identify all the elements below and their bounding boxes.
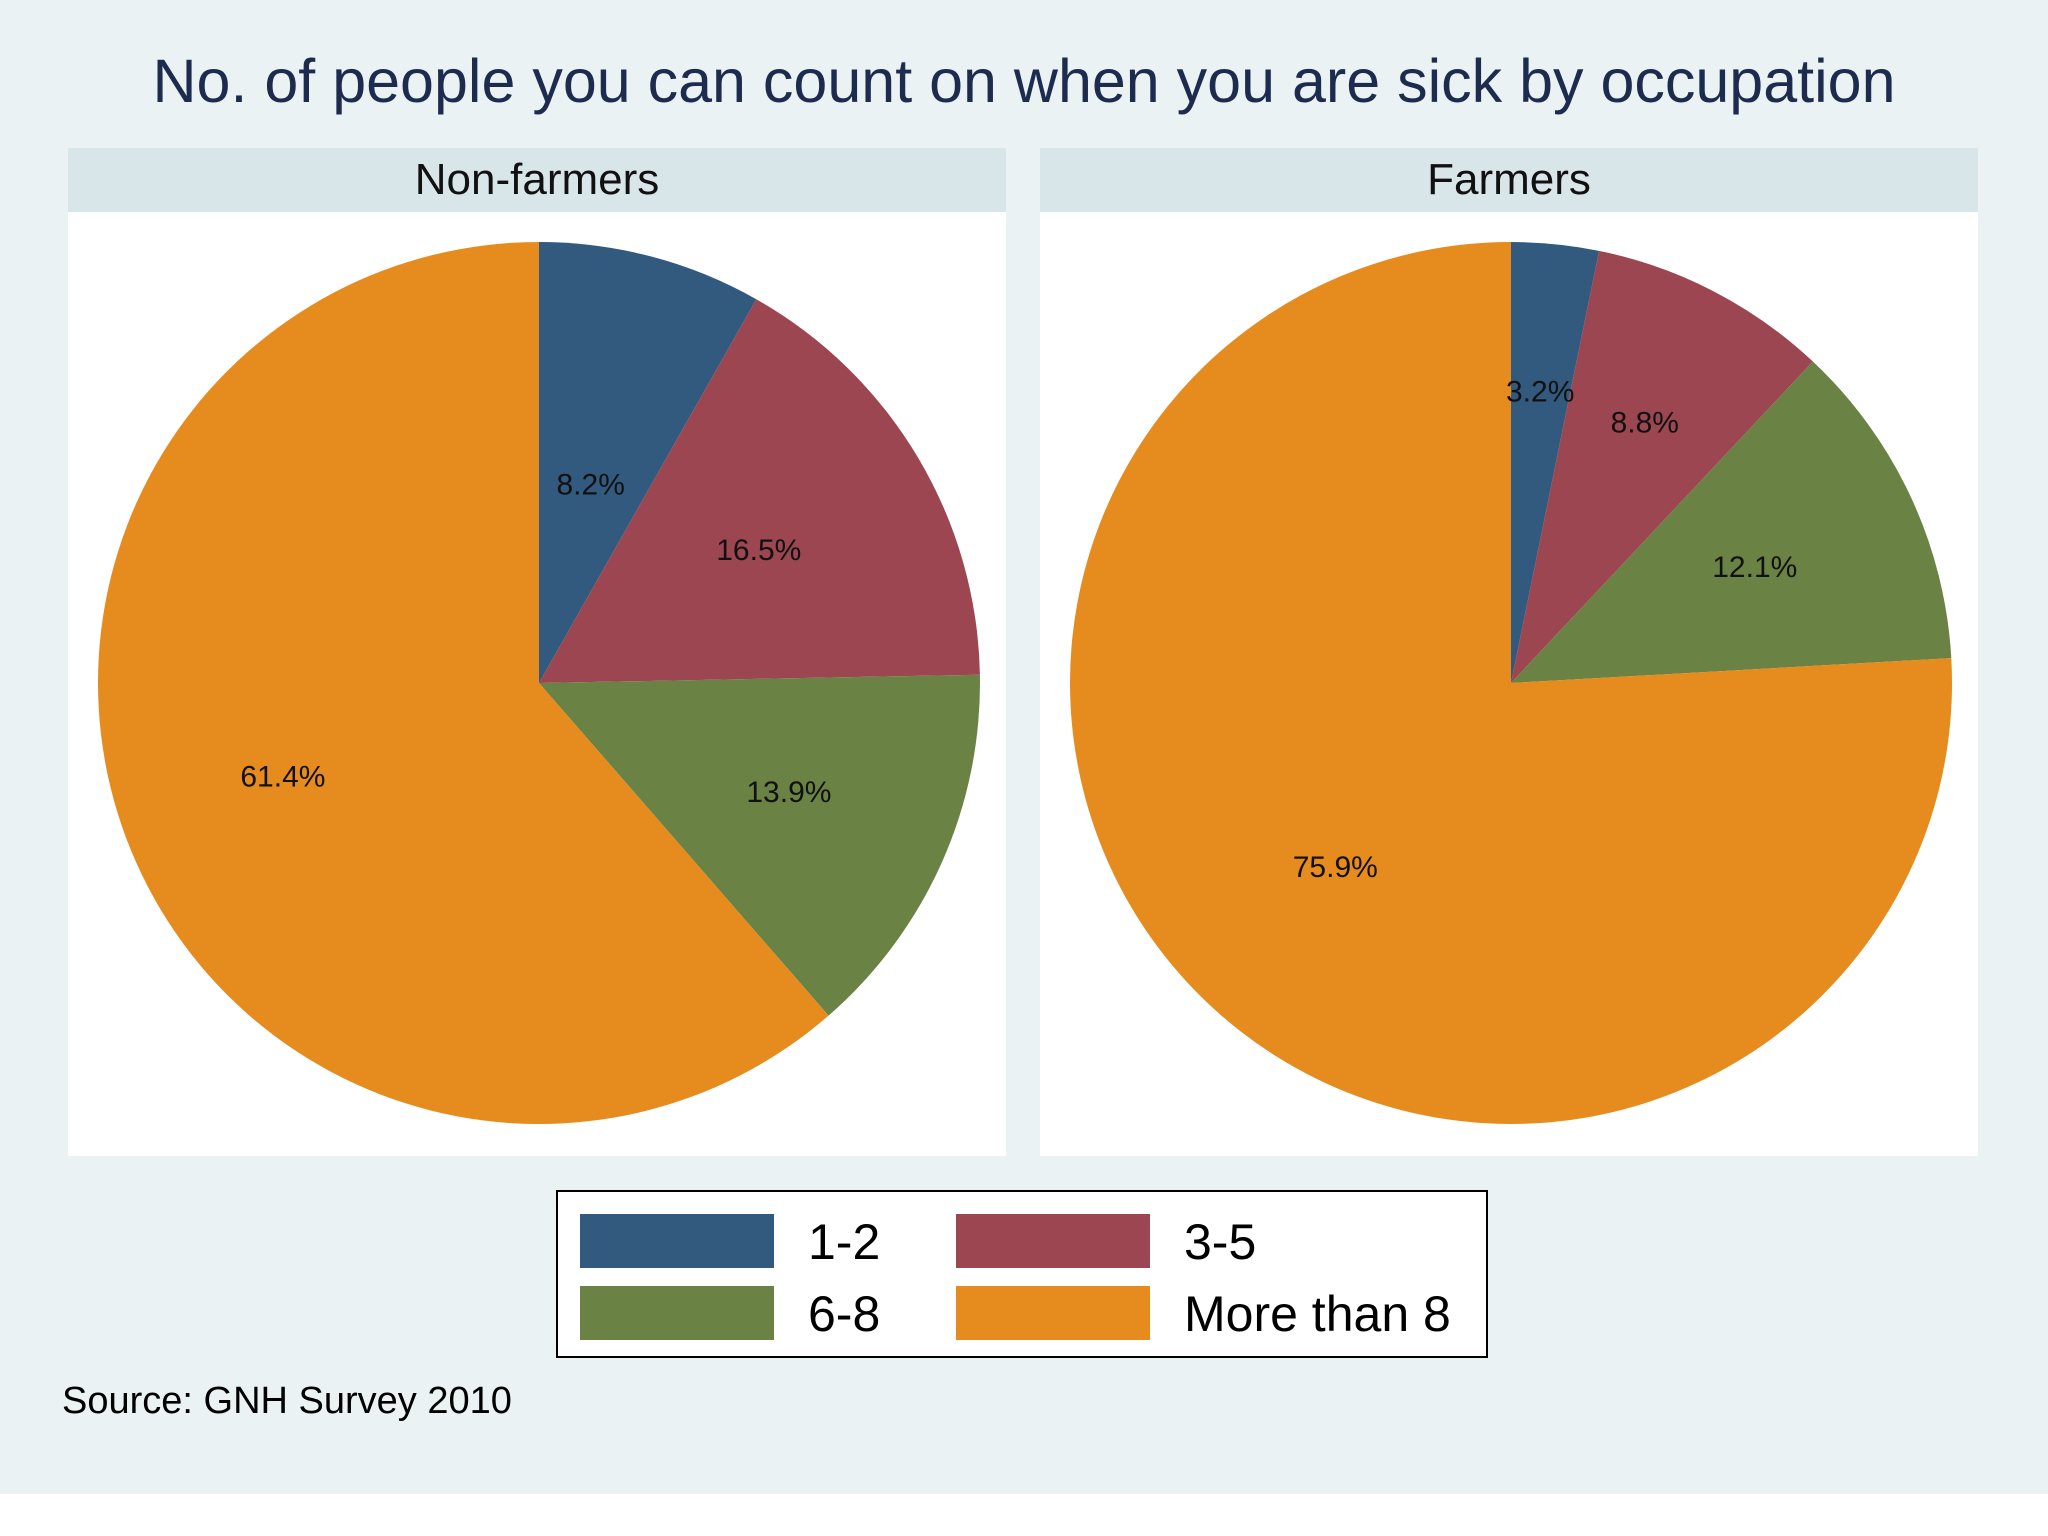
pie-label-non-farmers-6-8: 13.9% <box>746 776 831 809</box>
pie-slice-farmers-more-than-8 <box>1070 242 1953 1124</box>
chart-title: No. of people you can count on when you … <box>152 47 1896 115</box>
pie-label-non-farmers-more-than-8: 61.4% <box>240 761 325 794</box>
legend-swatch-3-5 <box>956 1214 1150 1268</box>
pie-slice-non-farmers-1-2 <box>539 242 757 683</box>
source-note: Source: GNH Survey 2010 <box>62 1380 512 1422</box>
legend: 1-2 3-5 6-8 More than 8 <box>556 1190 1488 1358</box>
pie-slice-farmers-1-2 <box>1511 242 1600 683</box>
pie-label-non-farmers-3-5: 16.5% <box>716 534 801 567</box>
pie-panel-non-farmers: Non-farmers 8.2% 16.5% 13.9% 61.4% <box>68 148 1006 1156</box>
panel-header-non-farmers: Non-farmers <box>68 148 1006 212</box>
legend-label-more-than-8: More than 8 <box>1184 1286 1451 1342</box>
pie-label-non-farmers-1-2: 8.2% <box>557 469 625 502</box>
pie-label-farmers-3-5: 8.8% <box>1611 406 1679 439</box>
legend-swatch-1-2 <box>580 1214 774 1268</box>
pie-slice-non-farmers-6-8 <box>539 674 980 1016</box>
pie-chart-non-farmers: 8.2% 16.5% 13.9% 61.4% <box>97 241 980 1124</box>
legend-label-6-8: 6-8 <box>808 1286 881 1342</box>
pie-slice-farmers-6-8 <box>1511 361 1952 683</box>
legend-swatch-6-8 <box>580 1286 774 1340</box>
pie-label-farmers-6-8: 12.1% <box>1712 551 1797 584</box>
pie-slice-non-farmers-more-than-8 <box>97 241 829 1124</box>
pie-chart-farmers: 3.2% 8.8% 12.1% 75.9% <box>1070 242 1953 1124</box>
pie-panel-farmers: Farmers 3.2% 8.8% 12.1% 75.9% <box>1040 148 1978 1156</box>
pie-slice-non-farmers-3-5 <box>539 299 980 683</box>
pie-label-farmers-1-2: 3.2% <box>1506 375 1574 408</box>
legend-swatch-more-than-8 <box>956 1286 1150 1340</box>
panel-header-farmers: Farmers <box>1040 148 1978 212</box>
legend-label-1-2: 1-2 <box>808 1214 881 1270</box>
pie-slice-farmers-3-5 <box>1511 250 1813 683</box>
legend-label-3-5: 3-5 <box>1184 1214 1257 1270</box>
pie-label-farmers-more-than-8: 75.9% <box>1293 851 1378 884</box>
chart-background: No. of people you can count on when you … <box>0 0 2048 1494</box>
